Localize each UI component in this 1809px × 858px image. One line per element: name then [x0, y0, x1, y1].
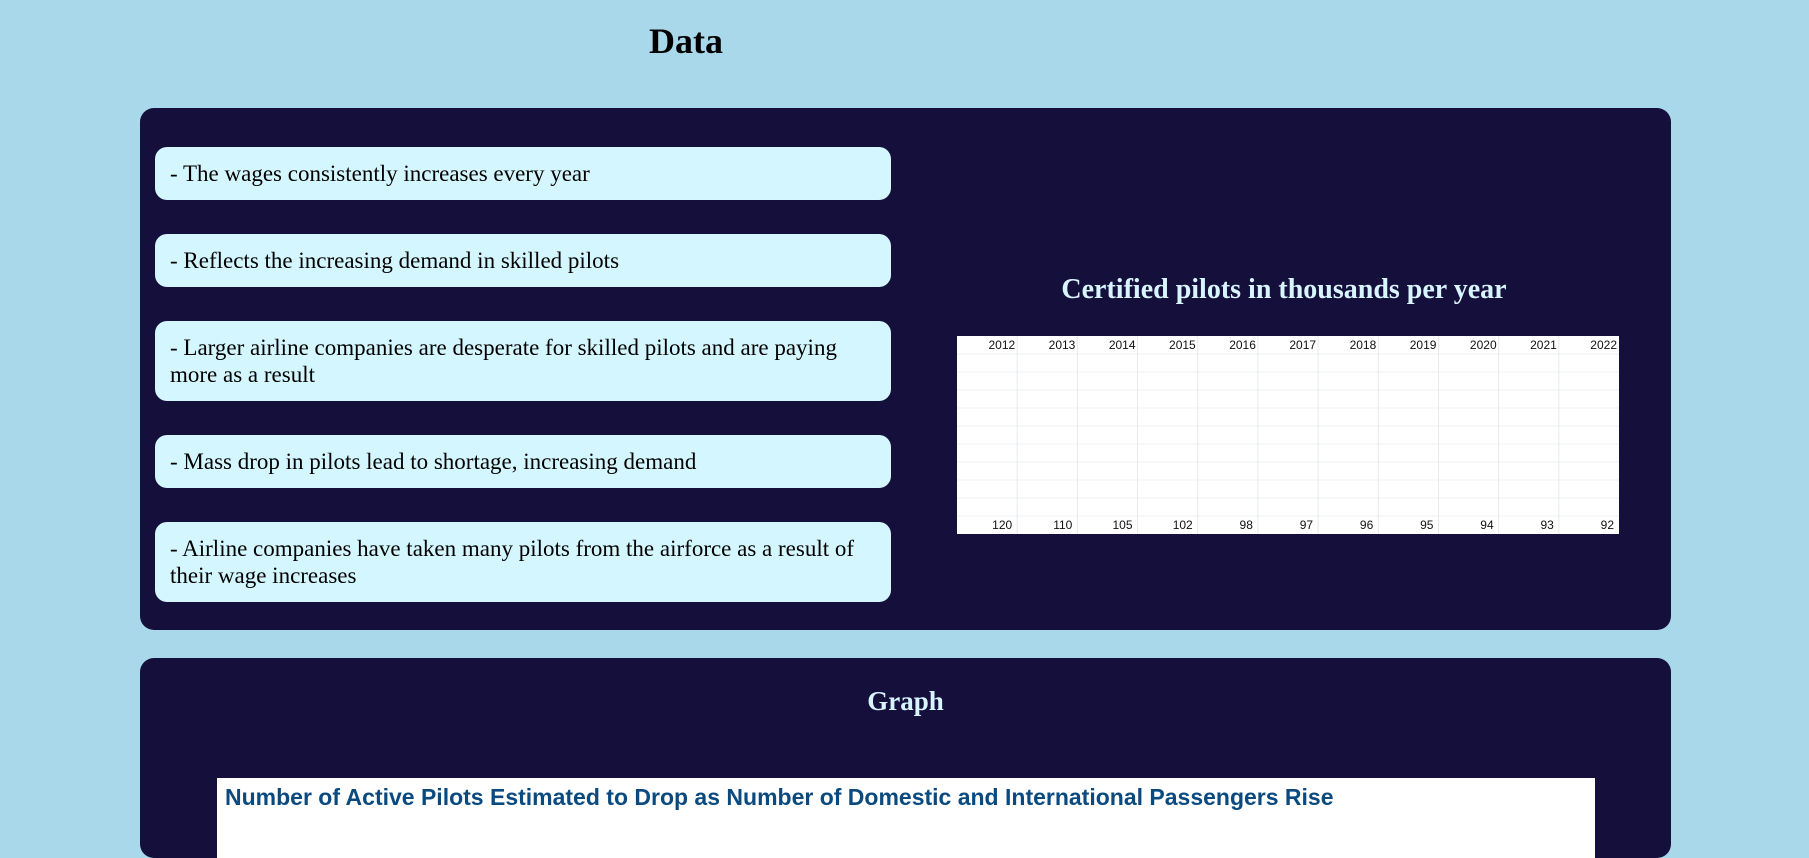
table-pilot-count: 102 [1173, 518, 1193, 532]
pilot-count-chart: 2012 120 2013 110 2014 105 2015 102 2016 98 2017 97… [957, 336, 1619, 534]
table-year-label: 2016 [1229, 338, 1256, 352]
key-point-wages: - The wages consistently increases every… [155, 147, 891, 200]
table-year-label: 2018 [1350, 338, 1377, 352]
table-year-label: 2014 [1109, 338, 1136, 352]
table-pilot-count: 92 [1601, 518, 1615, 532]
table-year-label: 2020 [1470, 338, 1497, 352]
data-panel: - The wages consistently increases every… [140, 108, 1671, 630]
key-point-airlines-paying: - Larger airline companies are desperate… [155, 321, 891, 401]
graph-title: Graph [867, 686, 944, 716]
table-year-label: 2012 [988, 338, 1015, 352]
chart-heading: Certified pilots in thousands per year [1061, 274, 1507, 305]
graph-image: Number of Active Pilots Estimated to Dro… [217, 778, 1595, 858]
graph-panel: Graph Number of Active Pilots Estimated … [140, 658, 1671, 858]
table-year-label: 2022 [1590, 338, 1617, 352]
table-pilot-count: 93 [1540, 518, 1554, 532]
table-year-label: 2019 [1410, 338, 1437, 352]
table-pilot-count: 120 [992, 518, 1012, 532]
pilot-count-table: 2012 120 2013 110 2014 105 2015 102 2016 98 2017 97… [957, 336, 1619, 534]
graph-image-title: Number of Active Pilots Estimated to Dro… [225, 784, 1334, 810]
table-year-label: 2021 [1530, 338, 1557, 352]
table-year-label: 2015 [1169, 338, 1196, 352]
page-title: Data [649, 21, 723, 61]
key-point-shortage: - Mass drop in pilots lead to shortage, … [155, 435, 891, 488]
key-point-airforce: - Airline companies have taken many pilo… [155, 522, 891, 602]
table-year-label: 2013 [1049, 338, 1076, 352]
table-pilot-count: 96 [1360, 518, 1374, 532]
table-pilot-count: 94 [1480, 518, 1494, 532]
table-pilot-count: 105 [1113, 518, 1133, 532]
table-pilot-count: 110 [1053, 518, 1072, 532]
table-pilot-count: 95 [1420, 518, 1434, 532]
table-year-label: 2017 [1289, 338, 1316, 352]
table-pilot-count: 98 [1240, 518, 1254, 532]
key-point-demand: - Reflects the increasing demand in skil… [155, 234, 891, 287]
table-pilot-count: 97 [1300, 518, 1314, 532]
